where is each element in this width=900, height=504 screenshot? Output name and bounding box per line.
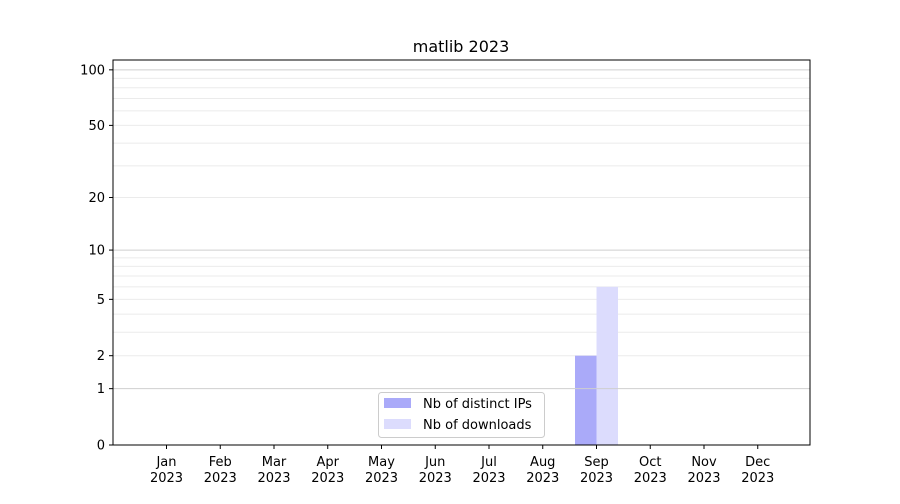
y-tick-label: 5 bbox=[97, 293, 105, 308]
y-tick-label: 0 bbox=[97, 439, 105, 454]
x-tick-label-year: 2023 bbox=[419, 471, 452, 486]
x-tick-label-year: 2023 bbox=[526, 471, 559, 486]
legend-label: Nb of distinct IPs bbox=[423, 397, 532, 412]
x-tick-label-month: Aug bbox=[530, 455, 555, 470]
y-tick-label: 10 bbox=[88, 244, 105, 259]
x-tick-label-year: 2023 bbox=[257, 471, 290, 486]
y-axis: 0 1 2 5 10 20 50 100 bbox=[80, 63, 113, 454]
bars bbox=[575, 286, 618, 445]
x-tick-label-month: Jul bbox=[480, 455, 497, 470]
legend: Nb of distinct IPs Nb of downloads bbox=[378, 392, 545, 438]
y-tick-label: 50 bbox=[88, 119, 105, 134]
bar-nb-of-distinct-ips bbox=[575, 355, 597, 445]
y-tick-label: 100 bbox=[80, 63, 105, 78]
x-tick-label-year: 2023 bbox=[580, 471, 613, 486]
legend-box bbox=[378, 392, 545, 438]
x-tick-label-year: 2023 bbox=[472, 471, 505, 486]
x-axis: Jan2023Feb2023Mar2023Apr2023May2023Jun20… bbox=[150, 445, 774, 486]
x-tick-label-month: May bbox=[368, 455, 395, 470]
x-tick-label-month: Jan bbox=[155, 455, 176, 470]
legend-swatch bbox=[384, 419, 411, 429]
y-tick-label: 1 bbox=[97, 382, 105, 397]
x-tick-label-month: Oct bbox=[639, 455, 661, 470]
x-tick-label-month: Mar bbox=[262, 455, 287, 470]
chart-title: matlib 2023 bbox=[413, 37, 510, 56]
x-tick-label-year: 2023 bbox=[741, 471, 774, 486]
grid bbox=[113, 77, 810, 357]
x-tick-label-year: 2023 bbox=[150, 471, 183, 486]
x-tick-label-month: Apr bbox=[317, 455, 340, 470]
x-tick-label-month: Dec bbox=[745, 455, 770, 470]
x-tick-label-year: 2023 bbox=[687, 471, 720, 486]
y-tick-label: 20 bbox=[88, 191, 105, 206]
x-tick-label-month: Jun bbox=[424, 455, 445, 470]
major-grid bbox=[113, 69, 810, 390]
plot-frame bbox=[112, 59, 811, 446]
x-tick-label-year: 2023 bbox=[634, 471, 667, 486]
bar-nb-of-downloads bbox=[596, 286, 618, 445]
legend-label: Nb of downloads bbox=[423, 418, 532, 433]
x-tick-label-month: Feb bbox=[209, 455, 232, 470]
x-tick-label-year: 2023 bbox=[311, 471, 344, 486]
x-tick-label-month: Nov bbox=[691, 455, 717, 470]
x-tick-label-month: Sep bbox=[584, 455, 609, 470]
legend-swatch bbox=[384, 398, 411, 408]
y-tick-label: 2 bbox=[97, 349, 105, 364]
x-tick-label-year: 2023 bbox=[365, 471, 398, 486]
x-tick-label-year: 2023 bbox=[204, 471, 237, 486]
